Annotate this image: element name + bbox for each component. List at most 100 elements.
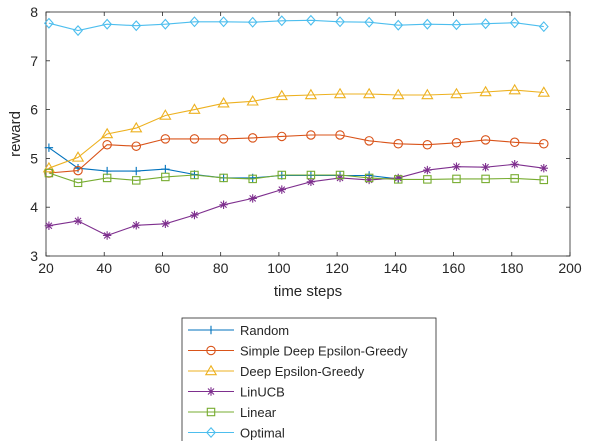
data-point (277, 170, 287, 180)
data-point (102, 139, 112, 150)
data-point (73, 216, 83, 226)
legend-item: Optimal (188, 426, 285, 441)
y-tick-label: 8 (30, 4, 38, 20)
y-tick-label: 6 (30, 102, 38, 118)
data-point (131, 176, 141, 185)
data-point (73, 25, 83, 37)
y-tick-label: 5 (30, 150, 38, 166)
legend-item: Linear (188, 405, 277, 420)
data-point (161, 219, 170, 228)
data-point (422, 18, 433, 30)
data-point (42, 161, 56, 173)
legend-label: Random (240, 323, 289, 338)
data-point (219, 200, 228, 209)
data-point (73, 165, 83, 176)
legend-item: LinUCB (188, 385, 285, 400)
data-point (306, 170, 316, 180)
data-point (102, 173, 112, 183)
data-point (364, 175, 374, 185)
data-point (481, 162, 490, 172)
data-point (217, 96, 230, 108)
legend-item: Random (188, 323, 289, 338)
plot-area (45, 11, 571, 257)
data-point (73, 178, 83, 188)
data-point (43, 17, 54, 29)
legend-label: Simple Deep Epsilon-Greedy (240, 344, 408, 359)
data-point (305, 14, 316, 26)
data-point (510, 160, 519, 169)
series-line (48, 163, 544, 237)
data-point (160, 134, 171, 144)
data-point (44, 143, 54, 152)
legend-box (181, 317, 437, 441)
data-point (479, 85, 492, 97)
data-point (539, 163, 548, 173)
data-point (510, 174, 519, 183)
series-line (48, 89, 544, 169)
data-point (393, 19, 404, 31)
legend-marker (206, 407, 216, 417)
data-point (248, 174, 257, 184)
data-point (132, 221, 141, 230)
y-tick-label: 3 (30, 248, 38, 264)
data-point (538, 21, 549, 33)
data-point (277, 185, 286, 194)
data-point (508, 83, 521, 95)
legend-label: Deep Epsilon-Greedy (240, 364, 365, 379)
data-point (335, 170, 345, 180)
data-point (364, 136, 374, 146)
data-point (247, 133, 258, 143)
data-point (452, 162, 461, 171)
data-point (335, 130, 345, 140)
series-deep-epsilon-greedy (42, 83, 550, 173)
series-line (48, 19, 544, 32)
legend-label: Linear (240, 405, 277, 420)
data-point (422, 139, 433, 150)
data-point (364, 173, 374, 183)
data-point (218, 134, 229, 144)
data-point (190, 210, 199, 220)
data-point (392, 88, 405, 100)
data-point (248, 194, 257, 203)
data-point (160, 18, 171, 30)
data-point (188, 103, 201, 114)
y-axis-label: reward (7, 111, 24, 157)
legend: Random Simple Deep Epsilon-Greedy Deep Eps… (181, 317, 437, 441)
series-linucb (44, 160, 548, 240)
data-point (362, 87, 376, 99)
data-point (335, 173, 345, 183)
x-tick-label: 160 (442, 260, 466, 276)
data-point (393, 139, 403, 149)
x-tick-label: 100 (267, 260, 291, 276)
data-point (246, 95, 259, 106)
legend-label: LinUCB (240, 385, 285, 400)
data-point (539, 139, 549, 149)
data-point (421, 88, 434, 100)
data-point (306, 130, 316, 140)
data-point (539, 175, 549, 185)
series-line (48, 172, 544, 184)
data-point (364, 16, 375, 28)
data-point (509, 17, 520, 29)
data-point (190, 170, 199, 180)
data-point (131, 141, 141, 151)
data-point (44, 221, 54, 230)
legend-item: Simple Deep Epsilon-Greedy (188, 344, 408, 359)
y-tick-label: 7 (30, 53, 38, 69)
data-point (159, 109, 172, 120)
data-point (189, 16, 200, 28)
x-tick-label: 180 (500, 260, 524, 276)
legend-marker (204, 364, 218, 376)
data-point (131, 20, 142, 32)
data-point (161, 164, 170, 174)
data-point (219, 173, 228, 183)
data-point (304, 88, 318, 100)
x-tick-label: 120 (325, 260, 349, 276)
series-line (48, 134, 544, 174)
data-point (161, 172, 170, 182)
legend-marker (206, 387, 216, 396)
data-point (71, 151, 85, 162)
x-tick-label: 60 (155, 260, 171, 276)
x-tick-label: 40 (96, 260, 112, 276)
